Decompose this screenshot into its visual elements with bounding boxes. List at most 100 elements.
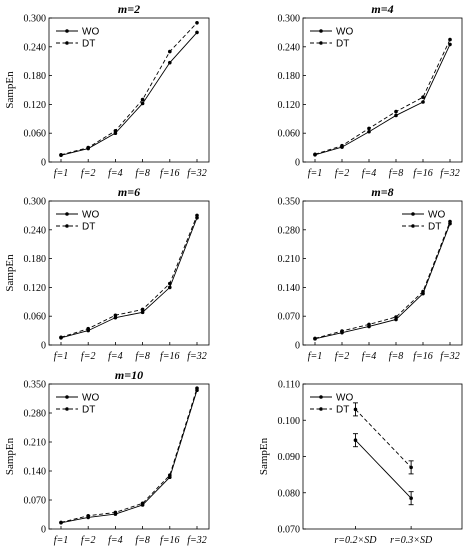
panel-title: m=10 <box>115 368 143 382</box>
data-point-dt <box>340 329 344 333</box>
data-point-dt <box>367 322 371 327</box>
y-tick-label: 0.280 <box>278 225 301 236</box>
y-tick-label: 0.140 <box>278 283 301 294</box>
x-tick-label: f=1 <box>308 168 323 179</box>
x-tick-label: r=0.2×SD <box>334 535 377 546</box>
data-point-dt <box>168 49 172 54</box>
series-line-dt <box>314 221 451 339</box>
data-point-wo <box>353 438 358 442</box>
legend-marker <box>65 407 69 411</box>
plot-frame <box>48 17 210 163</box>
y-axis-label: SampEn <box>4 71 16 109</box>
x-tick-label: f=16 <box>160 168 180 179</box>
chart-panel-4: 0 0.070 0.140 0.210 0.280 0.350 f=1 f=2 f=4 f=8 f=… <box>278 185 463 362</box>
legend-marker <box>411 212 415 216</box>
legend-label: WO <box>336 27 353 38</box>
x-tick-label: f=1 <box>308 351 323 362</box>
data-point-dt <box>421 95 425 99</box>
data-point-dt <box>409 465 413 470</box>
data-point-wo <box>140 101 145 106</box>
data-point-wo <box>195 30 199 35</box>
y-tick-label: 0.120 <box>24 283 47 294</box>
data-point-wo <box>140 310 145 315</box>
chart-panel-3: 0 0.060 0.120 0.180 0.240 0.300 f=1 f=2 f=4 f=8 f=… <box>4 185 210 362</box>
plot-frame <box>302 200 463 346</box>
y-tick-label: 0.350 <box>24 380 47 391</box>
y-tick-label: 0.100 <box>278 416 301 427</box>
y-tick-label: 0.180 <box>278 71 301 82</box>
chart-panel-1: 0 0.060 0.120 0.180 0.240 0.300 f=1 f=2 f=4 f=8 f=… <box>4 2 210 179</box>
data-point-dt <box>59 335 63 340</box>
legend-marker <box>65 41 69 45</box>
y-tick-label: 0.070 <box>24 496 47 507</box>
y-tick-label: 0.300 <box>278 14 301 25</box>
x-tick-label: f=2 <box>335 351 350 362</box>
chart-panel-5: 0 0.070 0.140 0.210 0.280 0.350 f=1 f=2 f=4 f=8 f=… <box>4 368 210 546</box>
y-tick-label: 0.240 <box>24 225 47 236</box>
x-tick-label: f=4 <box>362 351 377 362</box>
series-line-wo <box>60 390 198 524</box>
series-line-wo <box>314 44 451 156</box>
y-tick-label: 0.070 <box>278 525 301 536</box>
data-point-dt <box>86 145 90 150</box>
y-tick-label: 0.180 <box>24 254 47 265</box>
x-tick-label: f=32 <box>440 168 460 179</box>
series-line-wo <box>355 439 412 499</box>
data-point-wo <box>394 317 398 322</box>
y-tick-label: 0.350 <box>278 197 301 208</box>
data-point-dt <box>86 513 90 518</box>
data-point-dt <box>113 313 118 318</box>
legend-label: DT <box>82 405 95 416</box>
x-tick-label: f=8 <box>389 168 404 179</box>
data-point-dt <box>86 326 90 331</box>
y-axis-label: SampEn <box>4 437 16 475</box>
legend-label: WO <box>82 210 99 221</box>
legend-marker <box>319 29 323 33</box>
data-point-dt <box>353 407 358 412</box>
legend-label: DT <box>82 39 95 50</box>
x-tick-label: f=32 <box>187 535 207 546</box>
x-tick-label: f=4 <box>108 168 123 179</box>
data-point-dt <box>140 307 145 312</box>
legend-label: DT <box>428 222 441 233</box>
data-point-wo <box>394 113 398 118</box>
legend-marker <box>65 212 69 216</box>
panel-title: m=4 <box>371 2 393 16</box>
data-point-dt <box>394 315 398 319</box>
series-line-wo <box>60 217 198 339</box>
legend-marker <box>65 29 69 33</box>
data-point-dt <box>313 152 317 157</box>
data-point-dt <box>394 109 398 114</box>
data-point-dt <box>313 336 317 341</box>
x-tick-label: f=16 <box>413 168 433 179</box>
x-tick-label: r=0.3×SD <box>390 535 433 546</box>
x-tick-label: f=8 <box>135 351 150 362</box>
legend-label: WO <box>82 393 99 404</box>
y-tick-label: 0.060 <box>278 129 301 140</box>
x-tick-label: f=4 <box>108 535 123 546</box>
data-point-dt <box>168 281 172 286</box>
y-tick-label: 0.210 <box>24 438 47 449</box>
data-point-dt <box>195 213 199 218</box>
data-point-dt <box>59 520 63 525</box>
series-line-wo <box>314 223 451 340</box>
series-line-wo <box>60 32 198 156</box>
y-tick-label: 0 <box>41 525 46 536</box>
plot-frame <box>302 383 463 530</box>
data-point-dt <box>113 129 118 133</box>
x-tick-label: f=4 <box>362 168 377 179</box>
y-tick-label: 0.210 <box>278 254 301 265</box>
y-tick-label: 0.070 <box>278 312 301 323</box>
y-tick-label: 0.180 <box>24 71 47 82</box>
data-point-wo <box>448 42 452 47</box>
data-point-wo <box>168 60 172 65</box>
x-tick-label: f=1 <box>54 535 69 546</box>
legend-label: WO <box>82 27 99 38</box>
data-point-dt <box>168 473 172 477</box>
data-point-dt <box>367 126 371 131</box>
x-tick-label: f=32 <box>187 168 207 179</box>
x-tick-label: f=8 <box>389 351 404 362</box>
x-tick-label: f=4 <box>108 351 123 362</box>
plot-frame <box>48 383 210 530</box>
panel-title: m=2 <box>118 2 140 16</box>
